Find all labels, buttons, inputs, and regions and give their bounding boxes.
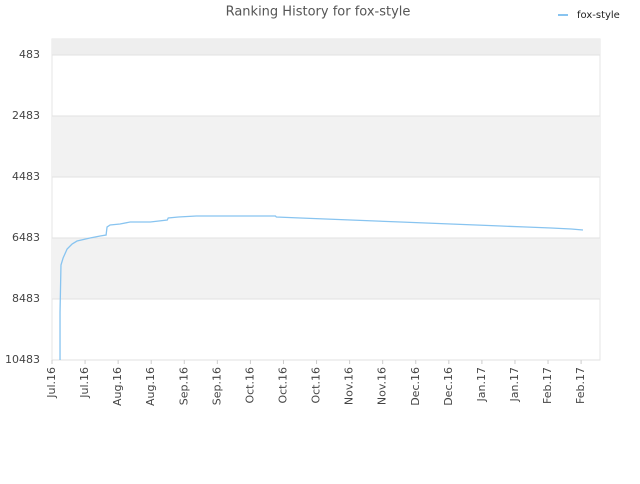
y-tick-label: 4483 [12, 170, 40, 183]
x-tick-label: Feb.17 [541, 367, 554, 404]
band [52, 116, 600, 178]
band [52, 39, 600, 56]
plot-background [51, 38, 601, 361]
x-tick-label: Jan.17 [475, 367, 488, 402]
y-tick-label: 6483 [12, 231, 40, 244]
x-tick-label: Oct.16 [276, 367, 289, 404]
x-tick-label: Nov.16 [376, 367, 389, 405]
x-tick-label: Jul.16 [45, 367, 58, 399]
x-tick-label: Jan.17 [508, 367, 521, 402]
band [52, 238, 600, 300]
x-tick-label: Oct.16 [243, 367, 256, 404]
x-tick-label: Nov.16 [343, 367, 356, 405]
y-tick-label: 8483 [12, 292, 40, 305]
x-tick-label: Oct.16 [310, 367, 323, 404]
x-tick-label: Sep.16 [177, 367, 190, 405]
series-line [59, 215, 584, 360]
x-tick-label: Aug.16 [144, 367, 157, 406]
y-tick-label: 10483 [5, 353, 40, 366]
y-tick-label: 2483 [12, 109, 40, 122]
chart-title: Ranking History for fox-style [226, 5, 411, 20]
x-tick-label: Aug.16 [111, 367, 124, 406]
x-tick-label: Dec.16 [442, 367, 455, 406]
x-tick-label: Jul.16 [78, 367, 91, 399]
legend-label: fox-style [577, 10, 620, 21]
x-tick-label: Sep.16 [210, 367, 223, 405]
x-tick-label: Feb.17 [574, 367, 587, 404]
x-tick-label: Dec.16 [409, 367, 422, 406]
y-tick-label: 483 [19, 48, 40, 61]
